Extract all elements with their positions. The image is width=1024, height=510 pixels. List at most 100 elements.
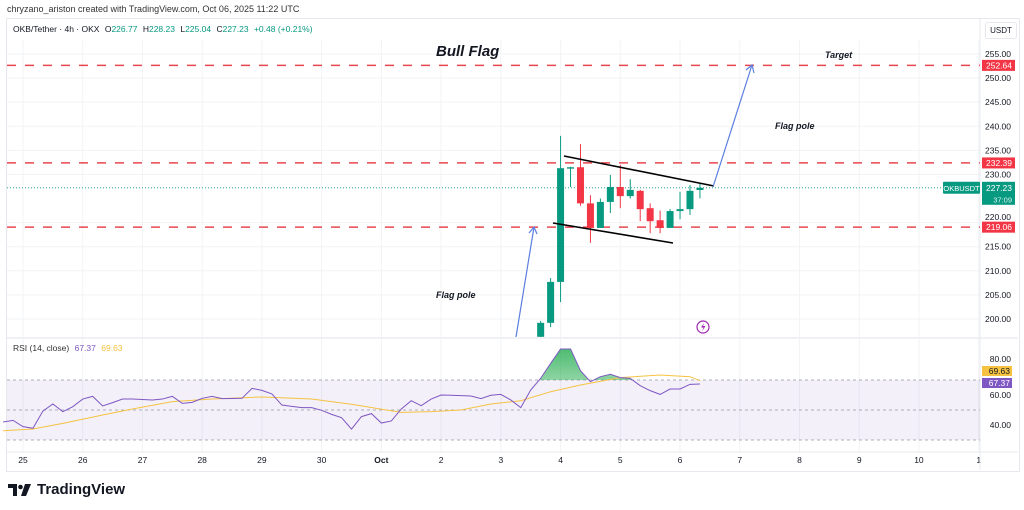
rsi-axis-label: 60.00	[990, 390, 1012, 400]
candle	[547, 278, 555, 328]
level-price-tag	[982, 221, 1015, 233]
annotation-target: Target	[825, 50, 853, 60]
price-axis-label: 215.00	[985, 242, 1011, 252]
candle	[666, 209, 674, 228]
rsi-value: 67.37	[74, 343, 96, 353]
candle	[606, 174, 614, 213]
price-axis-label: 200.00	[985, 314, 1011, 324]
rsi-price-tag	[982, 378, 1012, 388]
annotation-bull-flag: Bull Flag	[436, 43, 499, 60]
open-value: 226.77	[111, 24, 138, 34]
candle	[676, 191, 684, 220]
arrow-head-icon	[745, 63, 755, 74]
price-axis-label: 240.00	[985, 121, 1011, 131]
candle-body	[686, 190, 694, 210]
lightning-icon[interactable]	[696, 320, 710, 334]
chart-frame	[6, 18, 1020, 472]
time-axis-label: 26	[78, 455, 88, 465]
candle	[696, 182, 704, 199]
candle-body	[547, 281, 555, 323]
open-label: O	[104, 24, 112, 34]
target-arrow	[712, 64, 753, 188]
rsi-overbought-fill	[3, 348, 700, 380]
symbol-title[interactable]: OKB/Tether · 4h · OKX	[13, 24, 100, 34]
time-axis-label: 28	[197, 455, 207, 465]
last-price-text: 227.23	[986, 183, 1012, 193]
candle	[686, 185, 694, 215]
rsi-title[interactable]: RSI (14, close)	[13, 343, 70, 353]
arrow-head-icon	[528, 225, 538, 235]
candle-body	[646, 208, 654, 222]
candle	[537, 320, 545, 337]
level-price-tag	[982, 59, 1015, 71]
rsi-ma-value: 69.63	[101, 343, 123, 353]
close-label: C	[216, 24, 223, 34]
change-value: +0.48 (+0.21%)	[253, 24, 313, 34]
time-axis-label: 10	[914, 455, 924, 465]
bar-countdown-text: 37:09	[993, 195, 1012, 204]
rsi-legend: RSI (14, close) 67.37 69.63	[13, 343, 123, 353]
tradingview-logo-icon	[8, 483, 31, 496]
time-axis-label: 2	[439, 455, 444, 465]
candle-body	[636, 190, 644, 210]
candle	[646, 203, 654, 234]
level-price-tag	[982, 157, 1015, 169]
price-axis-label: 220.00	[985, 212, 1011, 222]
symbol-tag-text: OKBUSDT	[943, 184, 980, 193]
flag-upper-trendline	[563, 155, 715, 187]
rsi-line	[3, 348, 700, 430]
low-label: L	[180, 24, 186, 34]
low-value: 225.04	[185, 24, 212, 34]
candle	[586, 195, 594, 243]
candle-body	[537, 322, 545, 337]
brand-name: TradingView	[37, 481, 126, 498]
time-axis-label: 27	[138, 455, 148, 465]
lightning-glyph	[701, 322, 706, 332]
level-price-text: 232.39	[986, 158, 1012, 168]
candle	[557, 135, 565, 303]
candle	[626, 179, 634, 199]
candle	[576, 144, 584, 206]
high-value: 228.23	[148, 24, 175, 34]
price-axis-label: 230.00	[985, 169, 1011, 179]
close-value: 227.23	[222, 24, 249, 34]
time-axis-label: 30	[317, 455, 327, 465]
tradingview-logo[interactable]: TradingView	[8, 481, 125, 498]
price-axis-label: 205.00	[985, 290, 1011, 300]
main-pane	[7, 63, 980, 337]
last-price-tag	[982, 181, 1015, 205]
candle-body	[586, 203, 594, 228]
price-axis-label: 235.00	[985, 145, 1011, 155]
rsi-price-text: 67.37	[989, 378, 1011, 388]
rsi-ma-line	[3, 374, 701, 432]
time-axis-label: 3	[498, 455, 503, 465]
symbol-price-tag	[943, 181, 980, 194]
flag-pole-arrow	[515, 226, 535, 337]
candle	[616, 164, 624, 209]
candle	[596, 198, 604, 228]
high-label: H	[142, 24, 149, 34]
candle-body	[567, 167, 575, 169]
candle	[567, 166, 575, 187]
time-axis-label: 7	[737, 455, 742, 465]
rsi-ma-price-text: 69.63	[989, 366, 1011, 376]
symbol-legend: OKB/Tether · 4h · OKX O226.77 H228.23 L2…	[13, 24, 316, 34]
time-axis-label: 29	[257, 455, 267, 465]
level-price-text: 252.64	[986, 60, 1012, 70]
candle-body	[576, 167, 584, 204]
time-axis-label: 8	[797, 455, 802, 465]
chart-credit: chryzano_ariston created with TradingVie…	[7, 4, 300, 14]
time-axis-label: 9	[857, 455, 862, 465]
time-axis-label: 1	[976, 455, 981, 465]
flag-lower-trendline	[552, 222, 674, 244]
candle	[656, 210, 664, 234]
time-axis-label: 25	[18, 455, 28, 465]
time-axis-label: 4	[558, 455, 563, 465]
currency-button[interactable]: USDT	[985, 22, 1017, 39]
candle-body	[596, 201, 604, 228]
candle	[636, 189, 644, 222]
time-axis-label: 5	[618, 455, 623, 465]
rsi-axis-label: 80.00	[990, 354, 1012, 364]
price-axis-label: 210.00	[985, 266, 1011, 276]
